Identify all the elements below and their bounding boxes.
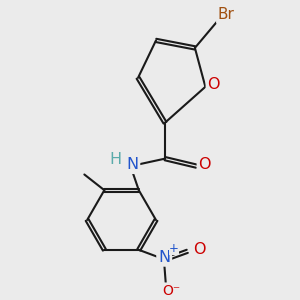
Text: Br: Br: [218, 8, 235, 22]
Text: +: +: [169, 242, 179, 255]
Text: O: O: [199, 157, 211, 172]
Text: N: N: [158, 250, 170, 265]
Text: O: O: [208, 77, 220, 92]
Text: O⁻: O⁻: [162, 284, 180, 298]
Text: H: H: [110, 152, 122, 167]
Text: O: O: [193, 242, 206, 257]
Text: N: N: [126, 157, 138, 172]
